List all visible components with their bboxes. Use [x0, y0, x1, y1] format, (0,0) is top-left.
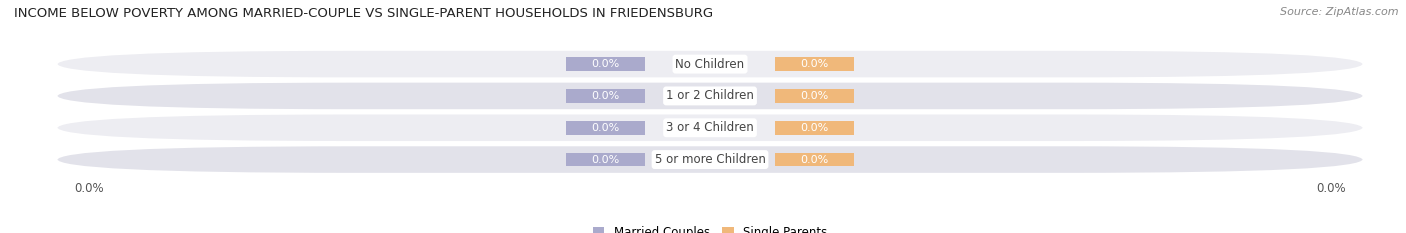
Text: 0.0%: 0.0%: [592, 91, 620, 101]
Text: 0.0%: 0.0%: [800, 123, 828, 133]
Bar: [567, 121, 644, 135]
Text: 0.0%: 0.0%: [800, 154, 828, 164]
FancyBboxPatch shape: [56, 82, 1364, 110]
Bar: [776, 89, 853, 103]
Text: INCOME BELOW POVERTY AMONG MARRIED-COUPLE VS SINGLE-PARENT HOUSEHOLDS IN FRIEDEN: INCOME BELOW POVERTY AMONG MARRIED-COUPL…: [14, 7, 713, 20]
Text: 0.0%: 0.0%: [800, 91, 828, 101]
FancyBboxPatch shape: [56, 50, 1364, 79]
Text: No Children: No Children: [675, 58, 745, 71]
Bar: [567, 89, 644, 103]
Text: 0.0%: 0.0%: [800, 59, 828, 69]
Text: 0.0%: 0.0%: [592, 59, 620, 69]
Legend: Married Couples, Single Parents: Married Couples, Single Parents: [593, 226, 827, 233]
Text: Source: ZipAtlas.com: Source: ZipAtlas.com: [1281, 7, 1399, 17]
Bar: [776, 153, 853, 166]
Text: 3 or 4 Children: 3 or 4 Children: [666, 121, 754, 134]
FancyBboxPatch shape: [56, 145, 1364, 174]
Bar: [776, 57, 853, 71]
Text: 5 or more Children: 5 or more Children: [655, 153, 765, 166]
Bar: [776, 121, 853, 135]
Text: 0.0%: 0.0%: [592, 123, 620, 133]
Text: 1 or 2 Children: 1 or 2 Children: [666, 89, 754, 103]
FancyBboxPatch shape: [56, 113, 1364, 142]
Bar: [567, 153, 644, 166]
Text: 0.0%: 0.0%: [592, 154, 620, 164]
Bar: [567, 57, 644, 71]
